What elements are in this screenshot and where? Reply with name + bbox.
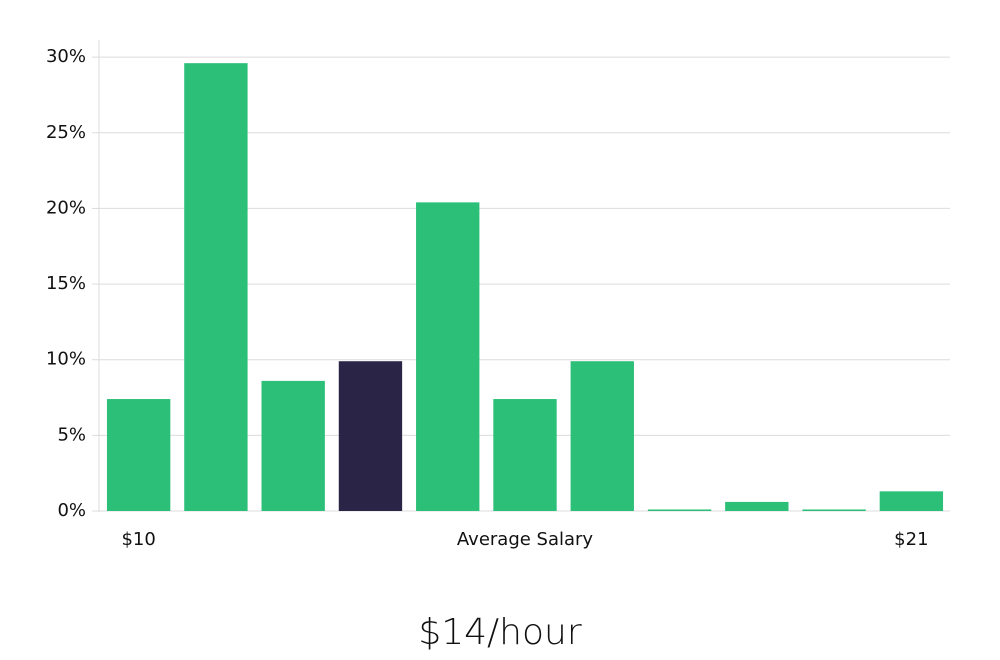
x-tick-label: $10 — [121, 529, 155, 550]
bar — [261, 380, 325, 511]
bar — [879, 491, 944, 511]
y-tick-label: 15% — [46, 273, 86, 294]
x-tick-label: $21 — [894, 529, 928, 550]
x-axis-label: Average Salary — [457, 529, 594, 550]
bar — [416, 202, 480, 511]
bar — [106, 399, 171, 511]
y-tick-label: 5% — [57, 424, 86, 445]
bar — [184, 63, 248, 512]
bar — [647, 509, 712, 511]
bar — [725, 501, 789, 511]
bar — [802, 509, 866, 511]
bar — [493, 399, 557, 511]
y-tick-label: 25% — [46, 122, 86, 143]
bar — [570, 361, 634, 511]
y-tick-label: 10% — [46, 349, 86, 370]
y-tick-label: 20% — [46, 197, 86, 218]
bar — [338, 361, 403, 511]
y-tick-label: 30% — [46, 46, 86, 67]
annotation: $14/hour — [418, 612, 582, 653]
y-tick-label: 0% — [57, 500, 86, 521]
